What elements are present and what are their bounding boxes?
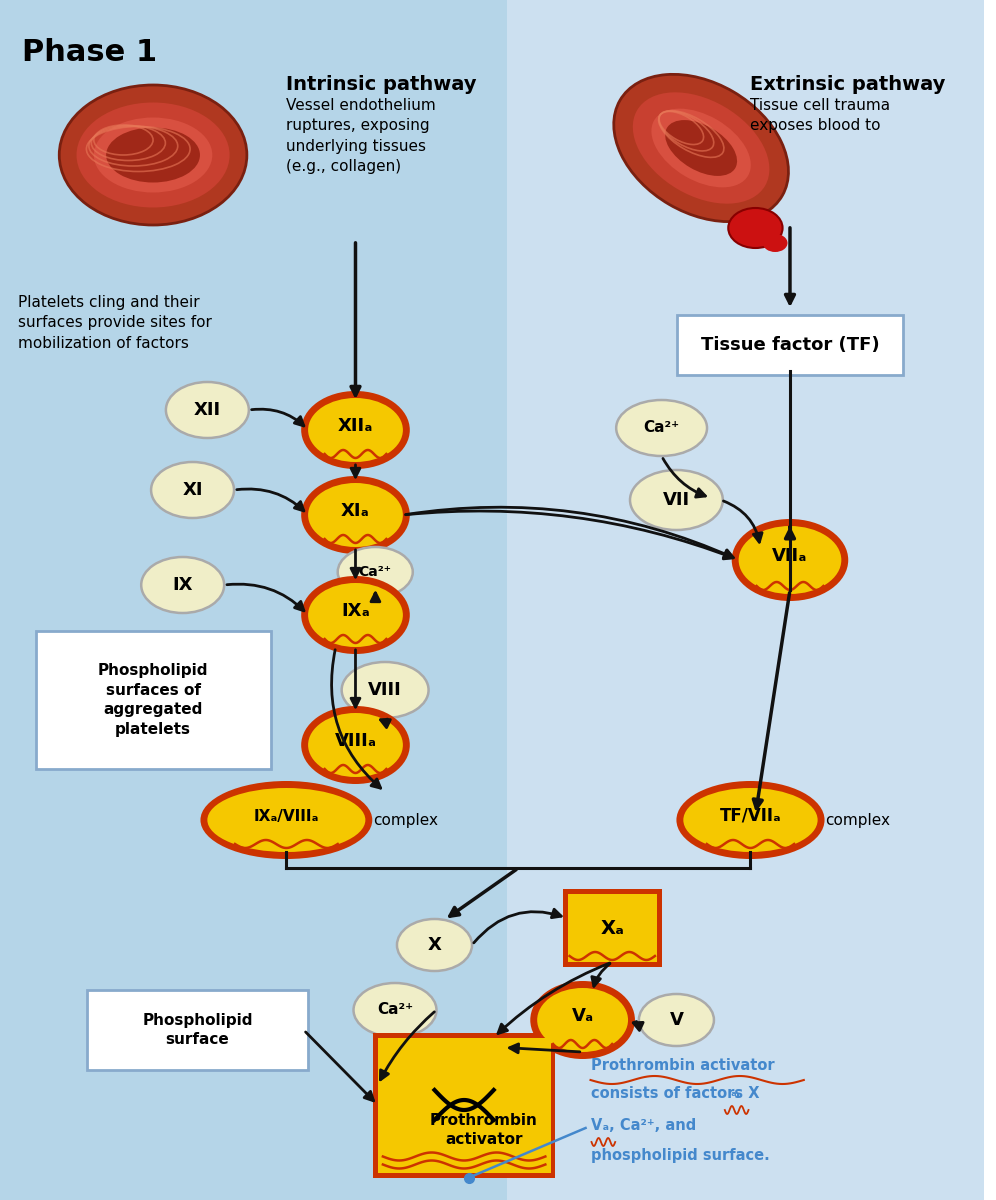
- Text: consists of factors X: consists of factors X: [591, 1086, 759, 1102]
- Ellipse shape: [617, 400, 707, 456]
- Ellipse shape: [739, 526, 842, 594]
- Ellipse shape: [141, 557, 224, 613]
- Ellipse shape: [530, 982, 634, 1058]
- Text: Prothrombin activator: Prothrombin activator: [591, 1058, 774, 1073]
- Ellipse shape: [166, 382, 249, 438]
- Text: XII: XII: [194, 401, 221, 419]
- Ellipse shape: [94, 118, 212, 192]
- Ellipse shape: [630, 470, 723, 530]
- Ellipse shape: [638, 994, 714, 1046]
- Text: TF/VIIₐ: TF/VIIₐ: [720, 806, 781, 826]
- Ellipse shape: [614, 74, 789, 222]
- Ellipse shape: [651, 109, 751, 187]
- Ellipse shape: [301, 706, 409, 784]
- Ellipse shape: [59, 85, 247, 226]
- Ellipse shape: [632, 92, 769, 204]
- Text: Vessel endothelium
ruptures, exposing
underlying tissues
(e.g., collagen): Vessel endothelium ruptures, exposing un…: [287, 98, 436, 174]
- Ellipse shape: [107, 127, 200, 182]
- Text: Phospholipid
surface: Phospholipid surface: [142, 1013, 253, 1048]
- Ellipse shape: [308, 482, 403, 547]
- Ellipse shape: [301, 476, 409, 554]
- Text: ₐ,: ₐ,: [731, 1086, 741, 1099]
- Text: IXₐ: IXₐ: [341, 602, 370, 620]
- Ellipse shape: [683, 788, 818, 852]
- Text: Ca²⁺: Ca²⁺: [376, 1002, 413, 1018]
- Text: Prothrombin
activator: Prothrombin activator: [430, 1112, 538, 1147]
- Text: IXₐ/VIIIₐ: IXₐ/VIIIₐ: [254, 809, 319, 823]
- Text: VII: VII: [663, 491, 690, 509]
- Ellipse shape: [207, 788, 366, 852]
- Ellipse shape: [151, 462, 234, 518]
- FancyBboxPatch shape: [568, 894, 656, 962]
- FancyBboxPatch shape: [377, 1038, 551, 1172]
- Text: VIII: VIII: [369, 680, 402, 698]
- Ellipse shape: [338, 547, 412, 596]
- Text: Phase 1: Phase 1: [22, 38, 156, 67]
- Text: Tissue factor (TF): Tissue factor (TF): [700, 336, 879, 354]
- Text: VIIₐ: VIIₐ: [772, 547, 808, 565]
- FancyBboxPatch shape: [563, 889, 661, 967]
- FancyBboxPatch shape: [373, 1032, 556, 1177]
- Text: V: V: [669, 1010, 683, 1028]
- Ellipse shape: [342, 662, 428, 718]
- Ellipse shape: [200, 781, 373, 859]
- Ellipse shape: [308, 583, 403, 647]
- Text: complex: complex: [826, 812, 890, 828]
- Text: IX: IX: [172, 576, 193, 594]
- Ellipse shape: [301, 391, 409, 469]
- FancyBboxPatch shape: [0, 0, 507, 1200]
- FancyBboxPatch shape: [36, 631, 271, 769]
- Ellipse shape: [301, 576, 409, 654]
- Text: Vₐ, Ca²⁺, and: Vₐ, Ca²⁺, and: [591, 1118, 696, 1133]
- Text: XIₐ: XIₐ: [341, 502, 370, 520]
- Ellipse shape: [676, 781, 825, 859]
- FancyBboxPatch shape: [677, 314, 902, 374]
- Ellipse shape: [763, 234, 788, 252]
- Ellipse shape: [397, 919, 472, 971]
- Text: Vₐ: Vₐ: [572, 1007, 594, 1025]
- Ellipse shape: [537, 988, 628, 1052]
- Text: phospholipid surface.: phospholipid surface.: [591, 1148, 769, 1163]
- Text: VIIIₐ: VIIIₐ: [335, 732, 376, 750]
- Text: Ca²⁺: Ca²⁺: [359, 565, 391, 578]
- FancyBboxPatch shape: [507, 0, 983, 1200]
- Text: X: X: [427, 936, 441, 954]
- Ellipse shape: [77, 102, 230, 208]
- Text: Ca²⁺: Ca²⁺: [643, 420, 679, 436]
- Ellipse shape: [308, 398, 403, 462]
- FancyBboxPatch shape: [88, 990, 308, 1070]
- Text: Intrinsic pathway: Intrinsic pathway: [287, 74, 477, 94]
- Text: Extrinsic pathway: Extrinsic pathway: [750, 74, 946, 94]
- Ellipse shape: [732, 518, 849, 601]
- Ellipse shape: [665, 120, 737, 176]
- Text: complex: complex: [374, 812, 438, 828]
- Ellipse shape: [728, 208, 783, 248]
- Ellipse shape: [308, 713, 403, 778]
- Text: Tissue cell trauma
exposes blood to: Tissue cell trauma exposes blood to: [750, 98, 890, 133]
- Text: Phospholipid
surfaces of
aggregated
platelets: Phospholipid surfaces of aggregated plat…: [98, 662, 208, 737]
- Text: XI: XI: [182, 481, 203, 499]
- Text: Xₐ: Xₐ: [601, 918, 624, 937]
- Text: Platelets cling and their
surfaces provide sites for
mobilization of factors: Platelets cling and their surfaces provi…: [18, 295, 211, 350]
- Text: XIIₐ: XIIₐ: [338, 416, 374, 434]
- Ellipse shape: [354, 983, 436, 1037]
